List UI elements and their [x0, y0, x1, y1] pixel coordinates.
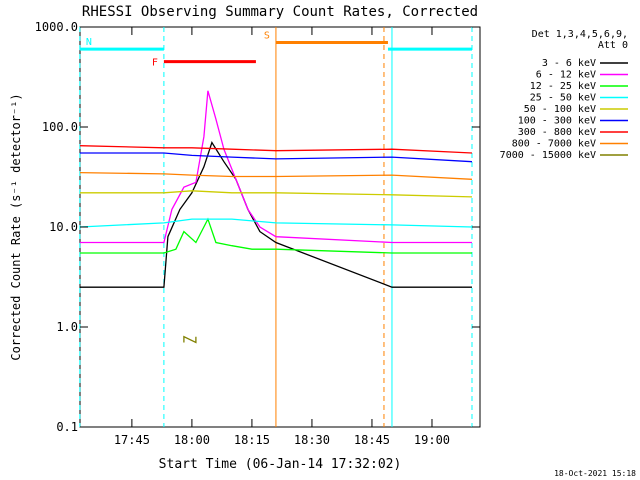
y-axis: 0.1 1.0 10.0 100.0 1000.0: [35, 20, 480, 434]
y-tick-label-4: 1000.0: [35, 20, 78, 34]
series-line-5: [79, 152, 473, 163]
x-tick-label-3: 18:30: [294, 433, 330, 447]
flag-label-2: S: [264, 30, 270, 41]
chart-title: RHESSI Observing Summary Count Rates, Co…: [82, 4, 478, 20]
legend-label-6: 300 - 800 keV: [518, 127, 596, 138]
series-group: [79, 90, 473, 344]
timestamp: 18-Oct-2021 15:18: [554, 469, 636, 478]
series-line-0: [79, 140, 472, 288]
legend-label-8: 7000 - 15000 keV: [500, 150, 596, 161]
series-line-2: [79, 217, 472, 254]
x-tick-label-2: 18:15: [234, 433, 270, 447]
x-tick-label-4: 18:45: [354, 433, 390, 447]
legend-label-0: 3 - 6 keV: [542, 58, 596, 69]
instrument-state-lines: [79, 27, 473, 427]
y-axis-label: Corrected Count Rate (s⁻¹ detector⁻¹): [9, 93, 23, 360]
series-line-7: [79, 171, 473, 180]
series-line-6: [79, 145, 473, 154]
plot-area: [79, 26, 481, 428]
y-tick-label-3: 100.0: [42, 120, 78, 134]
legend-title-0: Det 1,3,4,5,6,9,: [532, 29, 628, 40]
x-tick-label-0: 17:45: [114, 433, 150, 447]
x-axis-label: Start Time (06-Jan-14 17:32:02): [159, 457, 402, 472]
legend-title-1: Att 0: [598, 40, 628, 51]
legend-label-3: 25 - 50 keV: [530, 93, 596, 104]
x-tick-label-5: 19:00: [414, 433, 450, 447]
series-line-4: [79, 190, 473, 198]
legend-label-5: 100 - 300 keV: [518, 116, 596, 127]
series-line-1: [79, 90, 472, 244]
flag-label-0: N: [86, 37, 92, 48]
x-axis: 17:45 18:00 18:15 18:30 18:45 19:00: [114, 27, 450, 447]
flag-label-1: F: [152, 58, 158, 69]
legend-label-4: 50 - 100 keV: [524, 104, 596, 115]
legend-label-7: 800 - 7000 keV: [512, 139, 596, 150]
series-line-8: [183, 335, 197, 344]
series-line-3: [79, 218, 473, 228]
x-tick-label-1: 18:00: [174, 433, 210, 447]
y-tick-label-1: 1.0: [56, 320, 78, 334]
y-tick-label-0: 0.1: [56, 420, 78, 434]
legend-label-1: 6 - 12 keV: [536, 70, 596, 81]
y-tick-label-2: 10.0: [49, 220, 78, 234]
legend-label-2: 12 - 25 keV: [530, 81, 596, 92]
flag-bars: N F S: [79, 30, 472, 69]
